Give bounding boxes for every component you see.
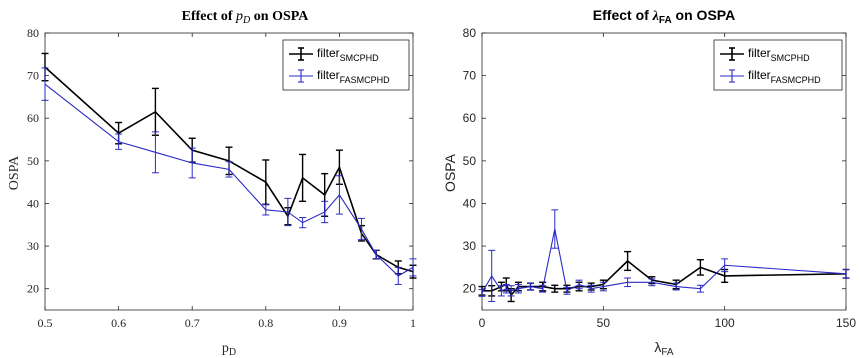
error-bar [696, 284, 704, 293]
legend-entry: filterFASMCPHD [720, 68, 821, 85]
x-axis-label: λFA [654, 339, 674, 358]
error-bar [262, 159, 270, 206]
x-tick-label: 0.7 [185, 316, 200, 330]
series-smcphd [478, 250, 850, 303]
error-bar [357, 217, 365, 241]
y-tick-label: 20 [27, 282, 39, 296]
x-tick-label: 100 [715, 316, 735, 330]
error-bar [335, 175, 343, 215]
error-bar [299, 217, 307, 229]
series-line [481, 228, 847, 294]
error-bar [488, 249, 496, 302]
error-bar [151, 131, 159, 174]
error-bar [539, 284, 547, 293]
error-bar [842, 269, 850, 279]
y-tick-label: 30 [27, 239, 39, 253]
error-bar [624, 277, 632, 288]
error-bar [551, 209, 559, 249]
y-tick-label: 80 [463, 26, 477, 40]
y-axis-label: OSPA [442, 153, 458, 192]
chart-title: Effect of λFA on OSPA [593, 7, 735, 26]
y-tick-label: 70 [27, 69, 39, 83]
x-tick-label: 50 [597, 316, 611, 330]
error-bar [502, 283, 510, 294]
legend-label: filterFASMCPHD [748, 68, 821, 85]
x-tick-label: 1 [410, 316, 416, 330]
error-bar [497, 285, 505, 297]
legend-label: filterFASMCPHD [317, 68, 390, 85]
error-bar [151, 87, 159, 136]
x-tick-label: 0.8 [258, 316, 273, 330]
error-bar [409, 258, 417, 277]
y-tick-label: 30 [463, 239, 477, 253]
legend-entry: filterFASMCPHD [289, 68, 390, 85]
error-bar [587, 284, 595, 293]
error-bar [188, 147, 196, 179]
y-tick-label: 70 [463, 69, 477, 83]
error-bar [372, 249, 380, 260]
error-bar [514, 283, 522, 294]
legend-label: filterSMCPHD [317, 46, 379, 63]
y-tick-label: 60 [463, 111, 477, 125]
error-bar [527, 282, 535, 291]
error-bar [648, 278, 656, 287]
series-line [482, 259, 847, 297]
error-bar [721, 258, 729, 273]
series-fasmcphd [478, 209, 850, 302]
error-bar [599, 281, 607, 292]
legend: filterSMCPHD filterFASMCPHD [282, 39, 410, 91]
x-axis-label: pD [222, 341, 236, 358]
error-bar [478, 289, 486, 297]
plot-area [44, 32, 414, 311]
error-bar [624, 250, 632, 272]
x-tick-label: 0.6 [111, 316, 126, 330]
error-bar [394, 266, 402, 285]
y-tick-label: 80 [27, 26, 39, 40]
y-axis-label: OSPA [7, 155, 22, 190]
legend-entry: filterSMCPHD [720, 46, 810, 63]
chart-pd: Effect of pD on OSPA pD OSPA 0.5 0.6 0.7 0.… [7, 9, 417, 358]
y-tick-label: 50 [27, 154, 39, 168]
error-bar [696, 259, 704, 276]
y-tick-label: 40 [463, 196, 477, 210]
error-bar [321, 200, 329, 224]
error-bar [575, 279, 583, 290]
legend: filterSMCPHD filterFASMCPHD [713, 39, 843, 91]
series-fasmcphd [41, 67, 417, 285]
legend-box [713, 39, 843, 91]
series-line [44, 83, 414, 277]
error-bar [299, 153, 307, 203]
y-tick-label: 50 [463, 154, 477, 168]
x-tick-label: 0 [479, 316, 486, 330]
legend-label: filterSMCPHD [748, 46, 810, 63]
error-bar [551, 284, 559, 293]
plot-area [481, 32, 847, 311]
y-tick-label: 60 [27, 111, 39, 125]
error-bar [672, 282, 680, 291]
error-bar [262, 204, 270, 216]
x-tick-label: 0.5 [38, 316, 53, 330]
chart-lambda-fa: Effect of λFA on OSPA λFA OSPA 0 50 100 150… [442, 7, 856, 358]
error-bar [284, 197, 292, 227]
y-tick-label: 40 [27, 196, 39, 210]
x-tick-label: 0.9 [332, 316, 347, 330]
legend-entry: filterSMCPHD [289, 46, 379, 63]
x-tick-label: 150 [836, 316, 856, 330]
error-bar [507, 285, 515, 297]
error-bar [115, 133, 123, 150]
error-bar [41, 67, 49, 101]
error-bar [225, 161, 233, 178]
y-tick-label: 20 [463, 282, 477, 296]
chart-title: Effect of pD on OSPA [182, 9, 310, 26]
error-bar [563, 286, 571, 295]
